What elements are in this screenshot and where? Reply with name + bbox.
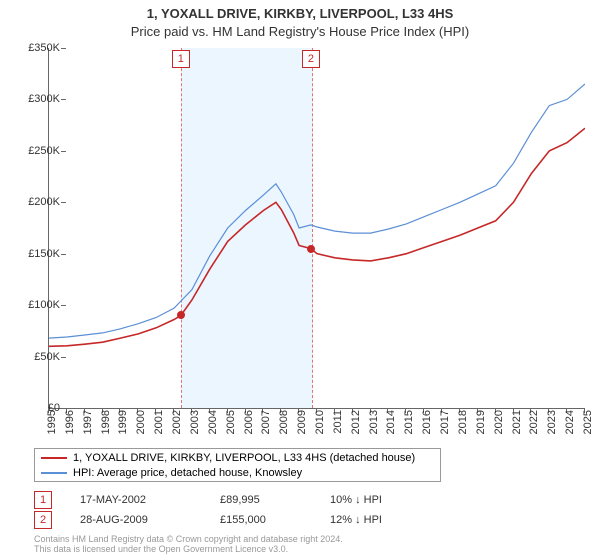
x-tick-label: 2010 bbox=[314, 410, 326, 434]
x-tick-label: 2020 bbox=[493, 410, 505, 434]
series-line bbox=[49, 128, 585, 346]
y-tick-label: £200K bbox=[10, 196, 60, 208]
chart-svg bbox=[49, 48, 585, 408]
x-tick-label: 2005 bbox=[225, 410, 237, 434]
transaction-index-icon: 2 bbox=[34, 511, 52, 529]
title-address: 1, YOXALL DRIVE, KIRKBY, LIVERPOOL, L33 … bbox=[0, 6, 600, 21]
x-tick-label: 1995 bbox=[46, 410, 58, 434]
x-tick-label: 2016 bbox=[421, 410, 433, 434]
y-tick-label: £300K bbox=[10, 93, 60, 105]
legend-box: 1, YOXALL DRIVE, KIRKBY, LIVERPOOL, L33 … bbox=[34, 448, 441, 482]
x-tick-label: 2003 bbox=[189, 410, 201, 434]
x-tick-label: 2024 bbox=[564, 410, 576, 434]
x-tick-label: 1999 bbox=[117, 410, 129, 434]
x-tick-label: 2014 bbox=[385, 410, 397, 434]
x-tick-label: 2009 bbox=[296, 410, 308, 434]
x-tick-label: 1998 bbox=[100, 410, 112, 434]
x-tick-label: 2019 bbox=[475, 410, 487, 434]
transaction-pct: 12% ↓ HPI bbox=[330, 514, 430, 526]
title-subtitle: Price paid vs. HM Land Registry's House … bbox=[0, 24, 600, 39]
transaction-pct: 10% ↓ HPI bbox=[330, 494, 430, 506]
y-tick-label: £100K bbox=[10, 299, 60, 311]
x-tick-label: 2002 bbox=[171, 410, 183, 434]
y-tick-label: £350K bbox=[10, 42, 60, 54]
y-tick-label: £50K bbox=[10, 351, 60, 363]
x-tick-label: 2000 bbox=[135, 410, 147, 434]
legend-item: 1, YOXALL DRIVE, KIRKBY, LIVERPOOL, L33 … bbox=[41, 450, 415, 466]
legend-label: HPI: Average price, detached house, Know… bbox=[73, 467, 302, 479]
transaction-price: £89,995 bbox=[220, 494, 330, 506]
transactions-grid: 1 17-MAY-2002 £89,995 10% ↓ HPI 2 28-AUG… bbox=[34, 490, 430, 530]
transaction-row: 2 28-AUG-2009 £155,000 12% ↓ HPI bbox=[34, 510, 430, 530]
x-tick-label: 2013 bbox=[368, 410, 380, 434]
x-tick-label: 2021 bbox=[511, 410, 523, 434]
footer-line: This data is licensed under the Open Gov… bbox=[34, 544, 343, 554]
x-tick-label: 1996 bbox=[64, 410, 76, 434]
transaction-date: 28-AUG-2009 bbox=[80, 514, 220, 526]
x-tick-label: 2001 bbox=[153, 410, 165, 434]
x-tick-label: 2008 bbox=[278, 410, 290, 434]
legend-item: HPI: Average price, detached house, Know… bbox=[41, 465, 302, 481]
x-tick-label: 2022 bbox=[528, 410, 540, 434]
transaction-date: 17-MAY-2002 bbox=[80, 494, 220, 506]
legend-label: 1, YOXALL DRIVE, KIRKBY, LIVERPOOL, L33 … bbox=[73, 452, 415, 464]
x-tick-label: 1997 bbox=[82, 410, 94, 434]
legend-swatch-icon bbox=[41, 472, 67, 474]
x-tick-label: 2017 bbox=[439, 410, 451, 434]
footer-line: Contains HM Land Registry data © Crown c… bbox=[34, 534, 343, 544]
y-tick-label: £250K bbox=[10, 145, 60, 157]
x-tick-label: 2012 bbox=[350, 410, 362, 434]
transaction-price: £155,000 bbox=[220, 514, 330, 526]
x-tick-label: 2011 bbox=[332, 410, 344, 434]
chart-plot-area: 12 bbox=[48, 48, 585, 409]
x-tick-label: 2007 bbox=[260, 410, 272, 434]
sale-dot-icon bbox=[307, 245, 315, 253]
x-tick-label: 2025 bbox=[582, 410, 594, 434]
x-tick-label: 2023 bbox=[546, 410, 558, 434]
legend-swatch-icon bbox=[41, 457, 67, 459]
x-tick-label: 2018 bbox=[457, 410, 469, 434]
transaction-index-icon: 1 bbox=[34, 491, 52, 509]
y-tick-label: £150K bbox=[10, 248, 60, 260]
x-tick-label: 2004 bbox=[207, 410, 219, 434]
transaction-row: 1 17-MAY-2002 £89,995 10% ↓ HPI bbox=[34, 490, 430, 510]
footer-copyright: Contains HM Land Registry data © Crown c… bbox=[34, 534, 343, 555]
sale-dot-icon bbox=[177, 311, 185, 319]
x-tick-label: 2015 bbox=[403, 410, 415, 434]
x-tick-label: 2006 bbox=[243, 410, 255, 434]
figure-container: 1, YOXALL DRIVE, KIRKBY, LIVERPOOL, L33 … bbox=[0, 0, 600, 560]
